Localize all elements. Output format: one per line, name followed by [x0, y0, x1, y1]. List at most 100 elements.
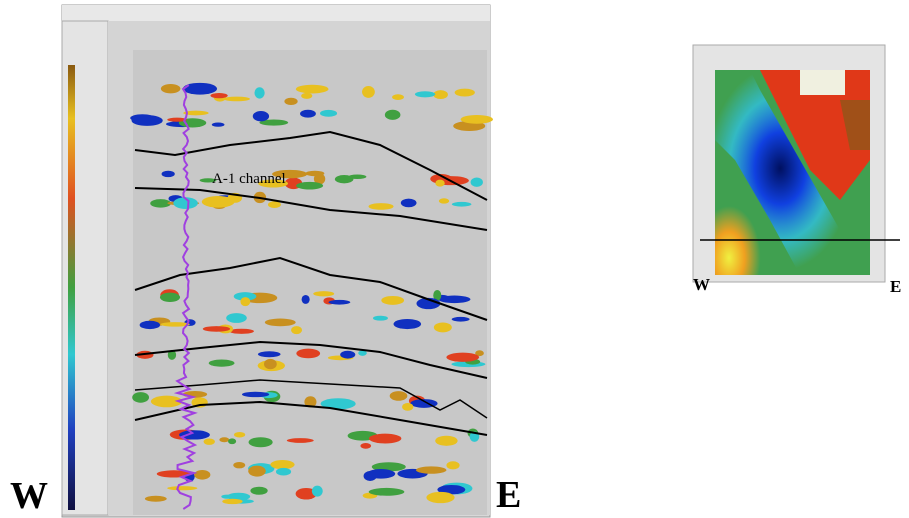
amplitude-blob: [311, 485, 323, 497]
amplitude-blob: [229, 328, 254, 334]
amplitude-blob: [393, 318, 422, 330]
amplitude-blob: [252, 111, 270, 122]
amplitude-blob: [295, 84, 329, 94]
amplitude-blob: [219, 437, 230, 443]
colorbar: [68, 65, 75, 510]
amplitude-blob: [160, 322, 190, 327]
amplitude-blob: [233, 292, 257, 301]
amplitude-blob: [228, 438, 237, 445]
amplitude-blob: [222, 498, 243, 505]
amplitude-blob: [156, 470, 191, 478]
amplitude-blob: [201, 195, 235, 208]
amplitude-blob: [414, 91, 436, 98]
map-region: [715, 160, 785, 275]
amplitude-blob: [392, 94, 404, 101]
amplitude-blob: [211, 122, 225, 127]
map-region: [800, 70, 845, 95]
amplitude-blob: [362, 85, 375, 98]
amplitude-blob: [291, 326, 303, 335]
amplitude-blob: [438, 198, 450, 204]
amplitude-blob: [150, 199, 171, 208]
amplitude-blob: [275, 467, 292, 476]
amplitude-blob: [301, 92, 313, 99]
west-label: W: [10, 475, 48, 517]
amplitude-blob: [233, 432, 246, 438]
map-region: [840, 100, 870, 150]
well-log: [173, 84, 198, 510]
amplitude-blob: [320, 109, 338, 117]
amplitude-blob: [254, 87, 265, 99]
amplitude-blob: [241, 391, 270, 398]
amplitude-blob: [446, 461, 460, 470]
amplitude-blob: [320, 398, 356, 410]
amplitude-blob: [139, 320, 161, 330]
amplitude-blob: [437, 484, 466, 495]
amplitude-blob: [159, 292, 181, 302]
amplitude-blob: [179, 430, 210, 440]
horizon: [134, 340, 488, 379]
amplitude-blob: [250, 486, 268, 495]
amplitude-blob: [284, 97, 298, 106]
amplitude-blob: [402, 403, 414, 411]
horizon: [134, 130, 488, 201]
amplitude-blob: [182, 82, 218, 95]
amplitude-blob: [381, 295, 405, 305]
amplitude-blob: [272, 169, 308, 179]
amplitude-blob: [161, 170, 175, 178]
amplitude-blob: [340, 350, 356, 359]
amplitude-blob: [389, 391, 408, 401]
amplitude-blob: [460, 115, 494, 124]
amplitude-blob: [203, 438, 215, 445]
amplitude-blob: [334, 174, 354, 184]
amplitude-blob: [454, 88, 475, 97]
amplitude-blob: [131, 115, 163, 126]
amplitude-blob: [433, 322, 452, 333]
amplitude-blob: [295, 487, 317, 500]
amplitude-blob: [368, 433, 402, 444]
amplitude-blob: [328, 299, 351, 305]
horizon: [134, 379, 488, 419]
amplitude-blob: [384, 109, 401, 120]
amplitude-blob: [400, 198, 417, 208]
east-label: E: [890, 277, 901, 296]
amplitude-blob: [167, 117, 187, 122]
amplitude-blob: [226, 492, 251, 501]
amplitude-blob: [263, 358, 277, 370]
annotation: A-1 channel: [212, 171, 286, 187]
amplitude-blob: [313, 291, 335, 297]
amplitude-blob: [416, 466, 447, 474]
amplitude-blob: [208, 359, 235, 367]
amplitude-blob: [446, 352, 480, 362]
amplitude-blob: [305, 170, 325, 177]
amplitude-blob: [435, 179, 445, 187]
amplitude-blob: [301, 294, 310, 304]
amplitude-blob: [259, 119, 289, 126]
amplitude-blob: [132, 392, 150, 403]
amplitude-blob: [240, 297, 251, 307]
amplitude-blob: [264, 318, 296, 327]
amplitude-blob: [167, 486, 198, 491]
amplitude-blobs: [130, 82, 494, 505]
amplitude-blob: [296, 348, 321, 359]
amplitude-blob: [270, 460, 295, 470]
amplitude-blob: [248, 437, 273, 448]
amplitude-blob: [426, 491, 455, 504]
amplitude-blob: [286, 438, 314, 443]
amplitude-blob: [173, 197, 198, 209]
amplitude-blob: [296, 181, 324, 190]
amplitude-blob: [144, 495, 167, 502]
amplitude-blob: [358, 350, 367, 356]
amplitude-blob: [194, 469, 211, 480]
amplitude-blob: [183, 110, 209, 116]
east-label: E: [496, 474, 521, 516]
amplitude-blob: [475, 350, 484, 357]
amplitude-blob: [210, 93, 228, 99]
amplitude-blob: [470, 177, 483, 187]
horizon: [134, 187, 488, 231]
amplitude-blob: [451, 201, 472, 207]
amplitude-blob: [233, 461, 246, 469]
map-region: [715, 70, 860, 275]
amplitude-blob: [267, 201, 281, 208]
amplitude-blob: [257, 351, 281, 358]
